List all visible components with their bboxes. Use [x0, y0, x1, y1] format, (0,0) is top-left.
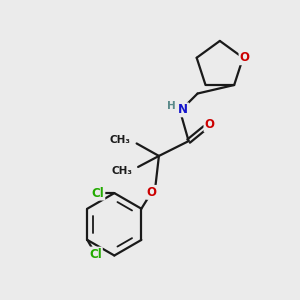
- Text: O: O: [239, 51, 250, 64]
- Text: N: N: [178, 103, 188, 116]
- Text: O: O: [204, 118, 214, 131]
- Text: CH₃: CH₃: [110, 135, 131, 145]
- Text: CH₃: CH₃: [111, 166, 132, 176]
- Text: Cl: Cl: [92, 187, 104, 200]
- Text: O: O: [147, 186, 157, 199]
- Text: H: H: [167, 101, 176, 111]
- Text: Cl: Cl: [89, 248, 102, 261]
